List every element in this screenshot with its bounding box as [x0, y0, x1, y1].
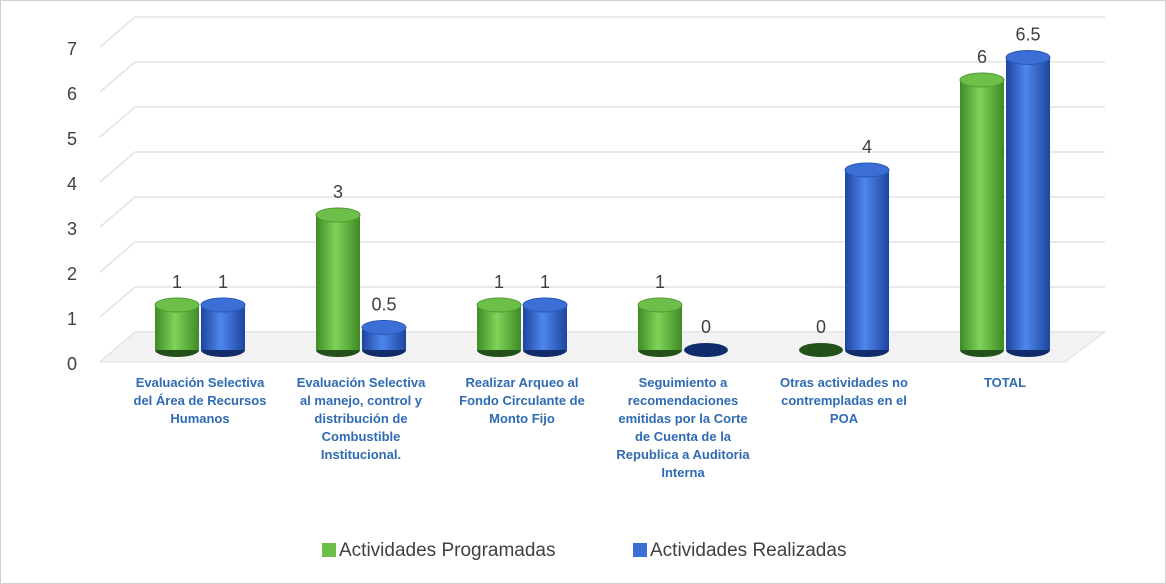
- data-label: 0.5: [371, 294, 396, 314]
- data-label: 0: [816, 317, 826, 337]
- bar: [154, 297, 200, 357]
- grid-line: [99, 151, 1105, 183]
- y-tick-label: 3: [67, 219, 77, 239]
- bar-body: [316, 215, 360, 350]
- bar: [315, 207, 361, 357]
- grid-line: [99, 16, 1105, 48]
- data-label: 0: [701, 317, 711, 337]
- bar-top: [315, 207, 361, 223]
- bar-top: [361, 320, 407, 335]
- bar: [684, 343, 728, 357]
- y-tick-label: 0: [67, 354, 77, 374]
- bar-body: [845, 170, 889, 350]
- y-tick-label: 5: [67, 129, 77, 149]
- y-tick-label: 4: [67, 174, 77, 194]
- legend-swatch: [322, 543, 336, 557]
- x-tick-label: Evaluación Selectiva al manejo, control …: [296, 375, 426, 462]
- data-label: 1: [172, 272, 182, 292]
- bar-top: [1005, 50, 1051, 65]
- bar: [959, 72, 1005, 357]
- grid-line: [99, 241, 1105, 273]
- legend-swatch: [633, 543, 647, 557]
- bar-top: [522, 297, 568, 313]
- grid-line: [99, 286, 1105, 318]
- bar-top: [154, 297, 200, 313]
- x-tick-label: Seguimiento a recomendaciones emitidas p…: [616, 375, 750, 480]
- bar: [637, 297, 683, 357]
- grid-line: [99, 196, 1105, 228]
- bar-top: [637, 297, 683, 313]
- legend-label: Actividades Programadas: [339, 540, 556, 561]
- floor: [98, 331, 1107, 363]
- bar: [1005, 50, 1051, 357]
- bar: [361, 320, 407, 357]
- bar-top: [200, 297, 246, 313]
- data-label: 1: [540, 272, 550, 292]
- data-label: 1: [218, 272, 228, 292]
- bar: [522, 297, 568, 357]
- x-tick-label: Realizar Arqueo al Fondo Circulante de M…: [459, 375, 585, 426]
- bar: [476, 297, 522, 357]
- bar-top: [476, 297, 522, 313]
- grid-line: [99, 61, 1105, 93]
- bar-base: [684, 343, 728, 357]
- y-tick-label: 6: [67, 84, 77, 104]
- y-tick-label: 2: [67, 264, 77, 284]
- bar-top: [959, 72, 1005, 88]
- bar-base: [799, 343, 843, 357]
- x-tick-label: Otras actividades no contrempladas en el…: [780, 375, 908, 426]
- x-tick-label: TOTAL: [983, 375, 1027, 390]
- legend-label: Actividades Realizadas: [650, 540, 846, 561]
- y-tick-label: 1: [67, 309, 77, 329]
- y-tick-label: 7: [67, 39, 77, 59]
- bar-body: [960, 80, 1004, 350]
- bar: [799, 343, 843, 357]
- grid-line: [99, 106, 1105, 138]
- data-label: 1: [655, 272, 665, 292]
- data-label: 3: [333, 182, 343, 202]
- bar-body: [1006, 57, 1050, 350]
- bar: [200, 297, 246, 357]
- x-tick-label: Evaluación Selectiva del Área de Recurso…: [133, 375, 267, 426]
- bar-top: [844, 162, 890, 178]
- bar: [844, 162, 890, 357]
- data-label: 6: [977, 47, 987, 67]
- data-label: 4: [862, 137, 872, 157]
- data-label: 6.5: [1015, 24, 1040, 44]
- data-label: 1: [494, 272, 504, 292]
